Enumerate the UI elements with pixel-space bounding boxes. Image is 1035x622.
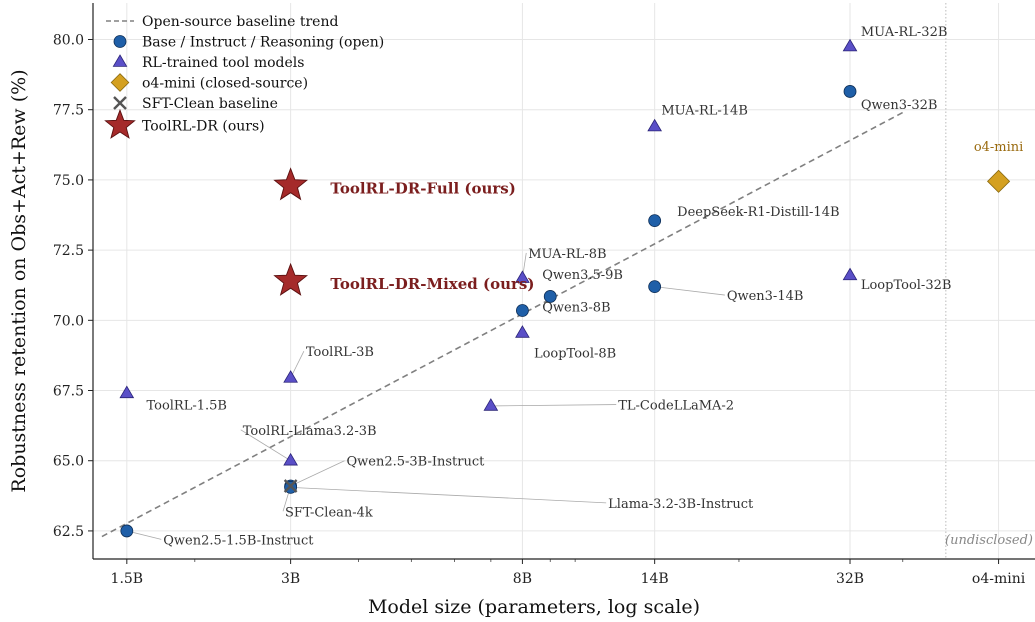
point-mua-rl-14b <box>647 118 663 132</box>
point-toolrl-llama3-2-3b <box>283 452 298 466</box>
label-mua-rl-8b: MUA-RL-8B <box>528 247 606 262</box>
point-mua-rl-8b <box>515 270 530 283</box>
x-tick-label: 8B <box>513 571 532 587</box>
legend-marker-sft-clean-baseline <box>113 96 127 110</box>
point-looptool-32b <box>842 267 858 281</box>
leader-toolrl-llama3-2-3b <box>240 429 291 462</box>
label-llama-3-2-3b-instruct: Llama-3.2-3B-Instruct <box>608 497 754 512</box>
label-mua-rl-14b: MUA-RL-14B <box>661 104 748 119</box>
y-tick-label: 65.0 <box>53 454 84 470</box>
point-qwen3-14b <box>648 280 662 294</box>
point-deepseek-r1-distill-14b <box>648 214 662 228</box>
label-qwen3-8b: Qwen3-8B <box>542 300 610 315</box>
y-tick-label: 77.5 <box>53 103 84 119</box>
point-looptool-8b <box>515 325 530 338</box>
legend-label-sft-clean-baseline: SFT-Clean baseline <box>142 96 278 112</box>
legend-label-toolrl-dr-ours: ToolRL-DR (ours) <box>142 119 265 135</box>
point-o4-mini <box>987 169 1011 193</box>
point-sft-clean-4k <box>283 479 298 493</box>
leader-tl-codellama-2 <box>490 404 617 407</box>
undisclosed-annotation: (undisclosed) <box>945 533 1033 548</box>
label-tl-codellama-2: TL-CodeLLaMA-2 <box>618 399 734 414</box>
legend-label-rl-trained-tool-models: RL-trained tool models <box>142 55 304 71</box>
label-looptool-8b: LoopTool-8B <box>534 347 616 362</box>
y-tick-label: 62.5 <box>53 524 84 540</box>
legend-label-open-source-baseline-trend: Open-source baseline trend <box>142 14 338 30</box>
label-toolrl-dr-full-ours: ToolRL-DR-Full (ours) <box>330 179 515 197</box>
label-sft-clean-4k: SFT-Clean-4k <box>285 505 373 520</box>
axes: 62.5 65.0 67.5 70.0 72.5 75.0 77.5 80.0 1.5B 3B 8B… <box>53 3 1035 587</box>
point-qwen3-32b <box>843 85 857 98</box>
legend-label-o4-mini-closed-source: o4-mini (closed-source) <box>142 76 308 92</box>
legend-marker-base-instruct-reasoning-open <box>113 35 127 48</box>
leader-toolrl-3b <box>290 351 305 379</box>
trend-line-layer <box>101 111 904 538</box>
gridlines <box>93 3 1035 559</box>
x-tick-label: 3B <box>281 571 300 587</box>
data-points <box>119 38 1011 538</box>
label-toolrl-3b: ToolRL-3B <box>306 345 374 360</box>
y-tick-label: 80.0 <box>53 33 84 49</box>
x-tick-label: 14B <box>641 571 669 587</box>
legend: Open-source baseline trend Base / Instruc… <box>104 14 384 139</box>
point-labels: Qwen2.5-1.5B-Instruct Qwen2.5-3B-Instruct… <box>146 25 1023 548</box>
y-tick-label: 67.5 <box>53 384 84 400</box>
x-tick-label: 32B <box>836 571 864 587</box>
open-source-trend-line <box>101 111 904 538</box>
point-toolrl-dr-full-ours <box>273 167 309 201</box>
label-deepseek-r1-distill-14b: DeepSeek-R1-Distill-14B <box>677 205 839 220</box>
point-mua-rl-32b <box>842 38 858 52</box>
leader-llama-3-2-3b-instruct <box>290 486 607 504</box>
label-qwen3-32b: Qwen3-32B <box>861 98 938 113</box>
point-toolrl-dr-mixed-ours <box>273 262 309 296</box>
leader-qwen3-14b <box>654 286 725 296</box>
x-tick-label: o4-mini <box>972 571 1026 587</box>
leader-qwen2-5-3b-instruct <box>290 460 345 487</box>
label-o4-mini: o4-mini <box>974 140 1024 155</box>
label-qwen3-5-9b: Qwen3.5-9B <box>542 268 623 283</box>
y-tick-label: 75.0 <box>53 173 84 189</box>
legend-marker-rl-trained-tool-models <box>112 54 128 67</box>
label-toolrl-llama3-2-3b: ToolRL-Llama3.2-3B <box>243 424 377 439</box>
point-tl-codellama-2 <box>483 398 499 411</box>
label-qwen2-5-3b-instruct: Qwen2.5-3B-Instruct <box>346 455 485 470</box>
point-qwen2-5-1-5b-instruct <box>120 524 134 538</box>
point-toolrl-3b <box>283 370 298 383</box>
point-qwen3-5-9b <box>543 290 557 303</box>
legend-label-base-instruct-reasoning-open: Base / Instruct / Reasoning (open) <box>142 35 384 51</box>
x-axis-title: Model size (parameters, log scale) <box>368 596 700 618</box>
x-tick-label: 1.5B <box>111 571 144 587</box>
label-looptool-32b: LoopTool-32B <box>861 278 952 293</box>
y-tick-label: 70.0 <box>53 313 84 329</box>
label-toolrl-1-5b: ToolRL-1.5B <box>146 399 227 414</box>
point-toolrl-1-5b <box>119 385 135 399</box>
legend-marker-o4-mini-closed-source <box>110 73 130 92</box>
label-mua-rl-32b: MUA-RL-32B <box>861 25 948 40</box>
label-qwen3-14b: Qwen3-14B <box>727 289 804 304</box>
point-qwen3-8b <box>516 304 529 317</box>
y-tick-label: 72.5 <box>53 243 84 259</box>
label-toolrl-dr-mixed-ours: ToolRL-DR-Mixed (ours) <box>330 275 534 293</box>
y-axis-title: Robustness retention on Obs+Act+Rew (%) <box>8 69 30 492</box>
legend-marker-toolrl-dr-ours <box>104 108 136 139</box>
label-qwen2-5-1-5b-instruct: Qwen2.5-1.5B-Instruct <box>163 533 314 548</box>
